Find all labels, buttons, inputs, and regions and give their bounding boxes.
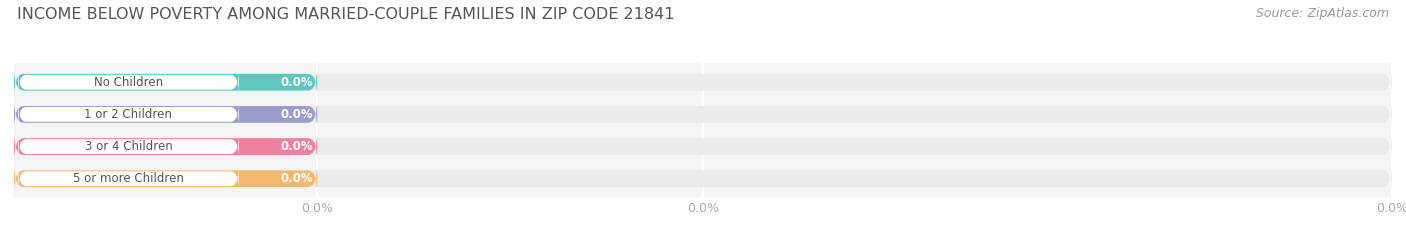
FancyBboxPatch shape bbox=[14, 68, 1392, 96]
Text: INCOME BELOW POVERTY AMONG MARRIED-COUPLE FAMILIES IN ZIP CODE 21841: INCOME BELOW POVERTY AMONG MARRIED-COUPL… bbox=[17, 7, 675, 22]
Text: 0.0%: 0.0% bbox=[280, 76, 314, 89]
FancyBboxPatch shape bbox=[18, 167, 239, 191]
Text: No Children: No Children bbox=[94, 76, 163, 89]
FancyBboxPatch shape bbox=[18, 70, 239, 94]
FancyBboxPatch shape bbox=[14, 100, 318, 129]
Text: 3 or 4 Children: 3 or 4 Children bbox=[84, 140, 173, 153]
FancyBboxPatch shape bbox=[14, 132, 318, 161]
FancyBboxPatch shape bbox=[14, 100, 1392, 129]
Text: 5 or more Children: 5 or more Children bbox=[73, 172, 184, 185]
Text: 1 or 2 Children: 1 or 2 Children bbox=[84, 108, 173, 121]
FancyBboxPatch shape bbox=[14, 164, 1392, 193]
Text: 0.0%: 0.0% bbox=[280, 108, 314, 121]
FancyBboxPatch shape bbox=[14, 164, 318, 193]
Text: 0.0%: 0.0% bbox=[280, 140, 314, 153]
FancyBboxPatch shape bbox=[14, 132, 1392, 161]
Text: 0.0%: 0.0% bbox=[280, 172, 314, 185]
FancyBboxPatch shape bbox=[18, 135, 239, 158]
Text: Source: ZipAtlas.com: Source: ZipAtlas.com bbox=[1256, 7, 1389, 20]
FancyBboxPatch shape bbox=[14, 68, 318, 96]
FancyBboxPatch shape bbox=[18, 103, 239, 126]
